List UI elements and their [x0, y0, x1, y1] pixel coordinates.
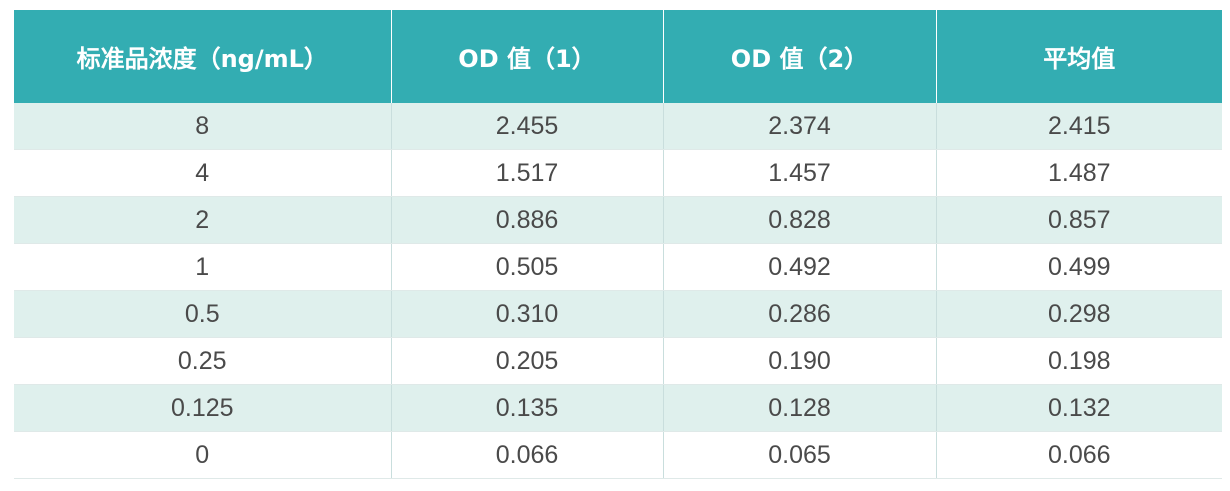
table-row: 0 0.066 0.065 0.066	[14, 431, 1222, 479]
cell-od-2: 0.286	[663, 290, 937, 338]
cell-od-1: 0.886	[391, 196, 664, 244]
cell-od-1: 2.455	[391, 103, 664, 150]
header-concentration: 标准品浓度（ng/mL）	[14, 10, 392, 103]
cell-od-2: 0.828	[663, 196, 937, 244]
cell-od-2: 0.128	[663, 384, 937, 432]
data-table-container: 标准品浓度（ng/mL） OD 值（1） OD 值（2） 平均值 8 2.455…	[14, 10, 1222, 479]
cell-concentration: 8	[14, 103, 392, 150]
table-header: 标准品浓度（ng/mL） OD 值（1） OD 值（2） 平均值	[14, 10, 1222, 103]
cell-od-2: 0.492	[663, 243, 937, 291]
cell-od-2: 1.457	[663, 149, 937, 197]
cell-concentration: 0	[14, 431, 392, 479]
cell-average: 0.132	[936, 384, 1222, 432]
cell-average: 2.415	[936, 103, 1222, 150]
table-row: 0.125 0.135 0.128 0.132	[14, 384, 1222, 432]
cell-average: 0.499	[936, 243, 1222, 291]
cell-concentration: 1	[14, 243, 392, 291]
cell-concentration: 0.125	[14, 384, 392, 432]
header-od-1: OD 值（1）	[391, 10, 664, 103]
table-row: 1 0.505 0.492 0.499	[14, 243, 1222, 291]
cell-od-1: 0.135	[391, 384, 664, 432]
cell-od-2: 0.190	[663, 337, 937, 385]
table-row: 0.5 0.310 0.286 0.298	[14, 290, 1222, 338]
cell-od-1: 0.205	[391, 337, 664, 385]
cell-concentration: 0.25	[14, 337, 392, 385]
cell-od-1: 0.310	[391, 290, 664, 338]
table-row: 4 1.517 1.457 1.487	[14, 149, 1222, 197]
table-row: 2 0.886 0.828 0.857	[14, 196, 1222, 244]
cell-average: 0.066	[936, 431, 1222, 479]
header-row: 标准品浓度（ng/mL） OD 值（1） OD 值（2） 平均值	[14, 10, 1222, 103]
cell-average: 0.198	[936, 337, 1222, 385]
cell-concentration: 2	[14, 196, 392, 244]
cell-concentration: 4	[14, 149, 392, 197]
table-row: 8 2.455 2.374 2.415	[14, 103, 1222, 150]
cell-average: 0.298	[936, 290, 1222, 338]
standard-curve-table: 标准品浓度（ng/mL） OD 值（1） OD 值（2） 平均值 8 2.455…	[14, 10, 1222, 479]
cell-od-1: 1.517	[391, 149, 664, 197]
header-average: 平均值	[936, 10, 1222, 103]
cell-od-1: 0.505	[391, 243, 664, 291]
cell-concentration: 0.5	[14, 290, 392, 338]
cell-average: 0.857	[936, 196, 1222, 244]
header-od-2: OD 值（2）	[663, 10, 937, 103]
cell-average: 1.487	[936, 149, 1222, 197]
cell-od-2: 0.065	[663, 431, 937, 479]
cell-od-1: 0.066	[391, 431, 664, 479]
table-row: 0.25 0.205 0.190 0.198	[14, 337, 1222, 385]
cell-od-2: 2.374	[663, 103, 937, 150]
table-body: 8 2.455 2.374 2.415 4 1.517 1.457 1.487 …	[14, 103, 1222, 479]
